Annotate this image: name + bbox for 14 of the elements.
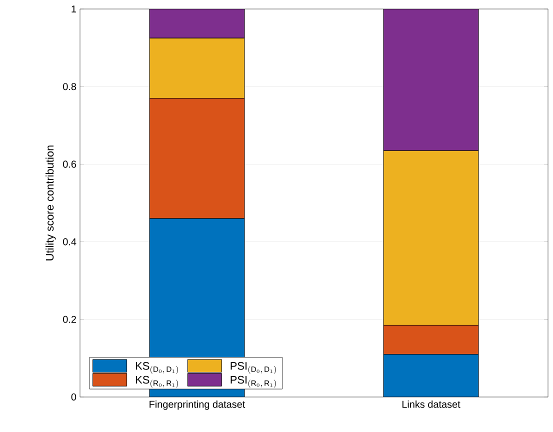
y-axis-title: Utility score contribution — [46, 146, 56, 260]
x-tick-label: Fingerprinting dataset — [150, 400, 246, 410]
legend-label: $\mathrm{PSI}_{(\mathrm{R}_{0},\,\mathrm{R}_{1})}$ — [230, 376, 276, 388]
legend-label: $\mathrm{KS}_{(\mathrm{R}_{0},\,\mathrm{R}_{1})}$ — [136, 376, 178, 388]
y-tick-label: 0.8 — [63, 83, 76, 90]
y-tick-label: 0.6 — [63, 160, 76, 168]
bar — [383, 354, 479, 397]
legend-label: $\mathrm{KS}_{(\mathrm{D}_{0},\,\mathrm{D}_{1})}$ — [136, 362, 178, 374]
y-tick-label: 0.2 — [63, 316, 76, 323]
legend-label: $\mathrm{PSI}_{(\mathrm{D}_{0},\,\mathrm{D}_{1})}$ — [230, 362, 276, 374]
y-tick-label: 0.4 — [63, 238, 76, 246]
y-tick-label: 1 — [72, 6, 76, 12]
y-tick-label: 0 — [71, 393, 76, 401]
x-tick-label: Links dataset — [402, 400, 460, 408]
